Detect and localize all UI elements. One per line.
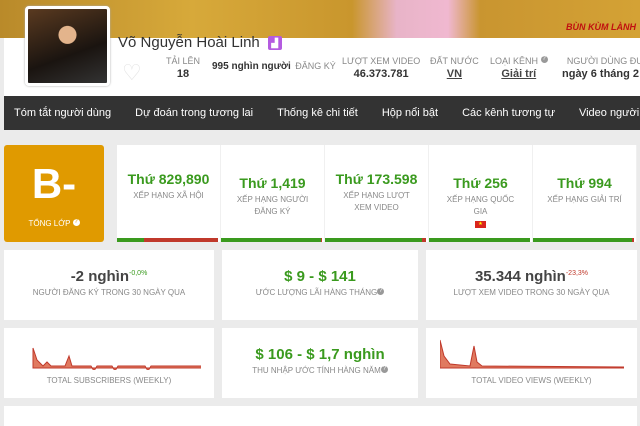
rank-2: Thứ 173.598 XẾP HẠNG LƯỢT XEM VIDEO	[325, 145, 429, 242]
avatar	[25, 6, 110, 86]
help-icon[interactable]: ?	[72, 219, 80, 226]
profile-header	[4, 38, 640, 96]
rank-label: XẾP HẠNG NGƯỜI ĐĂNG KÝ	[236, 195, 309, 216]
card-monthly-earnings: $ 9 - $ 141 ƯỚC LƯỢNG LÃI HÀNG THÁNG?	[222, 250, 418, 320]
help-icon[interactable]: ?	[380, 366, 388, 373]
tab-detailed-stats[interactable]: Thống kê chi tiết	[277, 107, 358, 119]
rank-0: Thứ 829,890 XẾP HẠNG XÃ HỘI	[117, 145, 221, 242]
rank-4: Thứ 994 XẾP HẠNG GIẢI TRÍ	[533, 145, 637, 242]
favorite-heart-icon[interactable]: ♡	[122, 60, 142, 85]
rank-label: XẾP HẠNG XÃ HỘI	[133, 191, 204, 200]
rank-progress-bar	[533, 238, 634, 242]
chart-badge-icon: ▟	[267, 36, 282, 51]
help-icon[interactable]: ?	[377, 288, 385, 295]
rank-title: Thứ 994	[557, 175, 612, 191]
rank-progress-bar	[325, 238, 426, 242]
vietnam-flag-icon: ★	[475, 221, 486, 229]
subscribers-sparkline	[32, 347, 201, 370]
rank-title: Thứ 1,419	[239, 175, 306, 191]
next-card	[4, 406, 637, 426]
rank-progress-fill	[429, 238, 530, 242]
grade-label: TỔNG LỚP	[28, 219, 71, 228]
rank-progress-bar	[429, 238, 530, 242]
views-sparkline	[439, 339, 624, 369]
rank-title: Thứ 256	[453, 175, 508, 191]
tab-future-projections[interactable]: Dự đoán trong tương lai	[135, 107, 254, 119]
grade-value: B-	[31, 160, 77, 207]
stat-video-views: LƯỢT XEM VIDEO 46.373.781	[342, 56, 421, 80]
rank-title: Thứ 173.598	[335, 171, 418, 187]
rank-1: Thứ 1,419 XẾP HẠNG NGƯỜI ĐĂNG KÝ	[221, 145, 325, 242]
stat-subscribers: 995 nghìn người ĐĂNG KÝ	[212, 61, 336, 72]
rank-progress-fill	[325, 238, 422, 242]
rank-progress-bar	[117, 238, 218, 242]
rank-progress-fill	[533, 238, 632, 242]
rank-title: Thứ 829,890	[127, 171, 210, 187]
card-yearly-earnings: $ 106 - $ 1,7 nghìn THU NHẬP ƯỚC TÍNH HÀ…	[222, 328, 418, 398]
banner-logo: BÙN KÙM LÀNH	[566, 22, 636, 32]
stat-uploads: TẢI LÊN 18	[166, 56, 201, 80]
card-subscribers-30d: -2 nghìn-0,0% NGƯỜI ĐĂNG KÝ TRONG 30 NGÀ…	[4, 250, 214, 320]
tab-user-videos[interactable]: Video người dùng	[578, 107, 640, 119]
rank-label: XẾP HẠNG LƯỢT XEM VIDEO	[343, 191, 410, 212]
grade-box: B- TỔNG LỚP ?	[4, 145, 104, 242]
rank-label: XẾP HẠNG QUỐC GIA	[446, 195, 515, 216]
nav-bar: Tóm tắt người dùng Dự đoán trong tương l…	[4, 96, 640, 130]
card-views-30d: 35.344 nghìn-23,3% LƯỢT XEM VIDEO TRONG …	[426, 250, 637, 320]
stat-country: ĐẤT NƯỚC VN	[430, 56, 479, 80]
rank-3: Thứ 256 XẾP HẠNG QUỐC GIA ★	[429, 145, 533, 242]
rank-label: XẾP HẠNG GIẢI TRÍ	[547, 195, 622, 204]
card-subscribers-weekly: TOTAL SUBSCRIBERS (WEEKLY)	[4, 328, 214, 398]
rank-progress-fill	[221, 238, 321, 242]
channel-name: Võ Nguyễn Hoài Linh ▟	[118, 34, 282, 51]
tab-featured[interactable]: Hộp nổi bật	[381, 107, 439, 119]
card-views-weekly: TOTAL VIDEO VIEWS (WEEKLY)	[426, 328, 637, 398]
help-icon[interactable]: ?	[540, 56, 548, 63]
rank-progress-bar	[221, 238, 322, 242]
rankings-panel: Thứ 829,890 XẾP HẠNG XÃ HỘI Thứ 1,419 XẾP H…	[117, 145, 637, 242]
rank-progress-fill	[117, 238, 145, 242]
tab-user-summary[interactable]: Tóm tắt người dùng	[14, 107, 112, 119]
tab-similar-channels[interactable]: Các kênh tương tự	[462, 107, 555, 119]
stat-channel-type: LOẠI KÊNH ? Giải trí	[490, 56, 548, 80]
